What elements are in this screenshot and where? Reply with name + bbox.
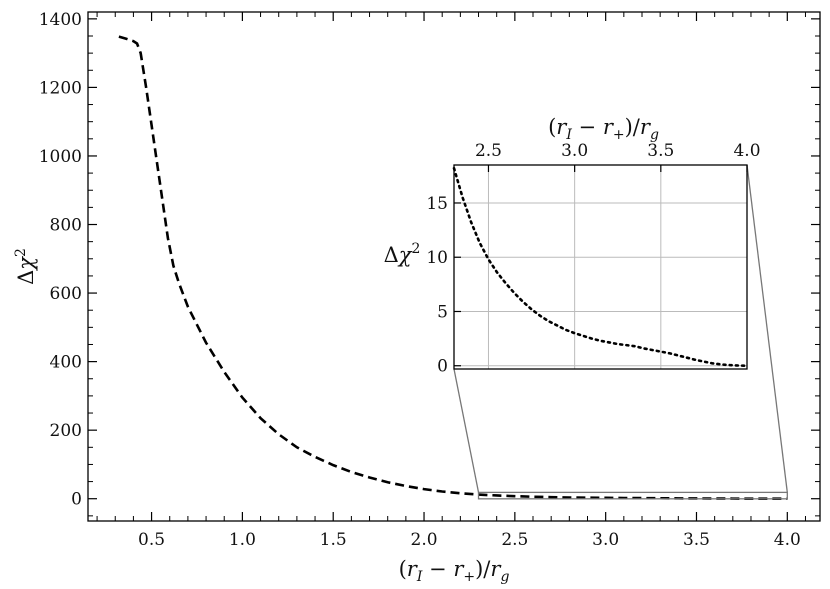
x-tick-label: 3.5 bbox=[683, 530, 710, 550]
inset-x-axis-label: (rI − r+)/rg bbox=[548, 115, 659, 143]
y-tick-label: 1000 bbox=[39, 147, 82, 167]
inset-x-tick-label: 3.0 bbox=[561, 141, 588, 161]
inset-y-tick-label: 15 bbox=[426, 194, 448, 214]
y-tick-label: 400 bbox=[50, 353, 82, 373]
x-axis-label: (rI − r+)/rg bbox=[399, 557, 510, 585]
inset-x-tick-label: 4.0 bbox=[733, 141, 760, 161]
y-axis-label: Δχ2 bbox=[13, 248, 38, 285]
y-tick-label: 1400 bbox=[39, 10, 82, 30]
inset-grid bbox=[454, 165, 747, 369]
main-data-line bbox=[118, 35, 788, 501]
inset-ticks: 2.5 3.0 3.5 4.0 0 5 10 15 bbox=[426, 141, 760, 377]
zoom-connector-line bbox=[746, 164, 788, 493]
inset-axes-frame bbox=[453, 164, 748, 370]
y-tick-label: 600 bbox=[50, 284, 82, 304]
x-tick-label: 4.0 bbox=[774, 530, 801, 550]
inset-y-axis-label: Δχ2 bbox=[384, 241, 421, 267]
y-tick-label: 800 bbox=[50, 216, 82, 236]
main-ticks: 0.5 1.0 1.5 2.0 2.5 3.0 3.5 4.00200400600800100… bbox=[39, 10, 820, 550]
x-tick-label: 1.5 bbox=[320, 530, 347, 550]
x-tick-label: 2.0 bbox=[411, 530, 438, 550]
inset-y-tick-label: 10 bbox=[426, 248, 448, 268]
zoom-region-box bbox=[477, 491, 788, 500]
inset-x-tick-label: 3.5 bbox=[647, 141, 674, 161]
inset-x-tick-label: 2.5 bbox=[475, 141, 502, 161]
inset-data-line bbox=[452, 166, 749, 368]
zoom-connector-line bbox=[453, 368, 480, 493]
x-tick-label: 1.0 bbox=[229, 530, 256, 550]
main-axes-frame bbox=[87, 11, 821, 522]
x-tick-label: 2.5 bbox=[501, 530, 528, 550]
x-tick-label: 3.0 bbox=[592, 530, 619, 550]
inset-background bbox=[454, 165, 747, 369]
inset-y-tick-label: 0 bbox=[437, 357, 448, 377]
inset-y-tick-label: 5 bbox=[437, 302, 448, 322]
inset-plot: 2.5 3.0 3.5 4.0 0 5 10 15 (rI − r+)/rg Δχ2 bbox=[384, 115, 761, 377]
x-tick-label: 0.5 bbox=[138, 530, 165, 550]
y-tick-label: 0 bbox=[71, 490, 82, 510]
y-tick-label: 200 bbox=[50, 421, 82, 441]
y-tick-label: 1200 bbox=[39, 78, 82, 98]
